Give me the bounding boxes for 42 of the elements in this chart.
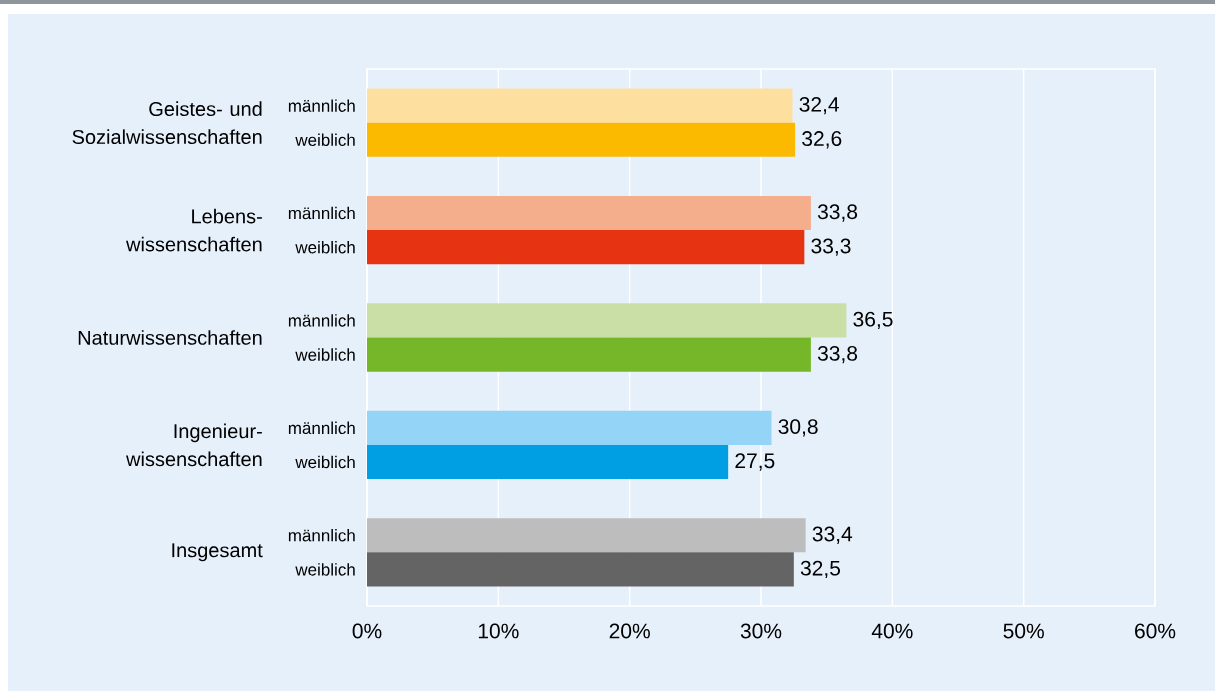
y-tick-label: Naturwissenschaften — [78, 330, 262, 345]
y-tick-label: Insgesamt — [172, 543, 263, 562]
data-label: 33,8 — [817, 345, 858, 364]
bar — [367, 552, 794, 587]
text: männlich — [288, 314, 355, 327]
series-label: männlich — [288, 99, 355, 112]
data-label: 36,5 — [853, 311, 893, 330]
data-label: 33,8 — [817, 204, 858, 222]
data-label: 30,8 — [778, 419, 818, 437]
y-tick-label: Ingenieur-wissenschaften — [126, 423, 262, 467]
text: weiblich — [295, 455, 355, 469]
data-label: 27,5 — [735, 453, 775, 471]
bar — [367, 303, 847, 338]
text: männlich — [288, 528, 355, 542]
bar — [367, 518, 806, 553]
data-label: 32,5 — [800, 560, 841, 579]
data-label: 32,4 — [799, 96, 839, 115]
bar — [367, 122, 796, 157]
x-tick-label: 60% — [1135, 623, 1176, 639]
x-tick-label: 30% — [740, 623, 782, 639]
bar — [367, 444, 729, 480]
bar — [367, 195, 811, 231]
text: männlich — [288, 206, 355, 220]
text: weiblich — [295, 563, 355, 576]
bar — [367, 230, 805, 265]
bar — [367, 88, 793, 123]
bar — [367, 410, 772, 445]
x-tick-label: 40% — [871, 623, 913, 639]
text: männlich — [288, 421, 355, 435]
y-tick-label: Lebens-wissenschaften — [126, 208, 262, 252]
x-tick-label: 10% — [478, 623, 519, 639]
bar — [367, 337, 811, 372]
text: weiblich — [295, 240, 355, 254]
x-tick-label: 0% — [352, 623, 382, 639]
data-label: 32,6 — [802, 131, 842, 149]
data-label: 33,3 — [811, 238, 851, 256]
text: weiblich — [295, 348, 355, 361]
y-tick-label: Geistes- und Sozialwissenschaften — [72, 101, 262, 145]
x-tick-label: 50% — [1003, 623, 1044, 639]
series-label: weiblich — [295, 133, 355, 147]
x-tick-label: 20% — [609, 623, 650, 639]
data-label: 33,4 — [812, 526, 853, 544]
